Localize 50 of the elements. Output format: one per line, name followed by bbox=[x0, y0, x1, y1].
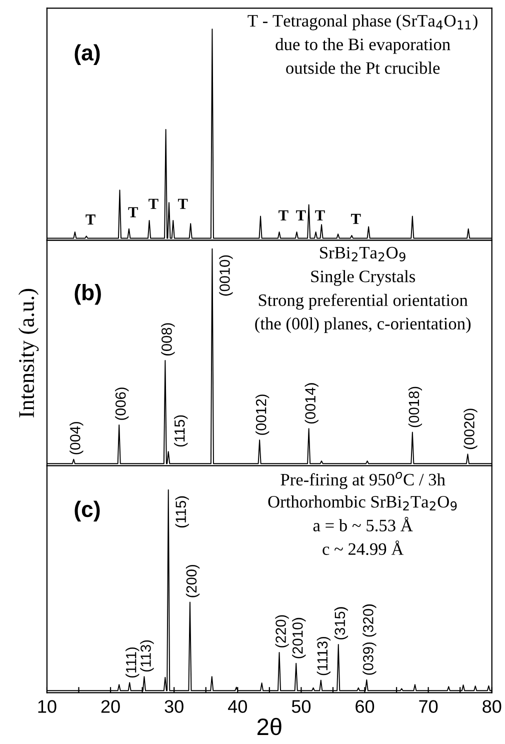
annotation: (2010) bbox=[292, 618, 306, 658]
x-tick-label: 50 bbox=[292, 700, 311, 713]
annotation: (115) bbox=[175, 496, 189, 528]
y-axis-title: Intensity (a.u.) bbox=[18, 288, 39, 418]
annotation: (b) bbox=[74, 284, 101, 305]
annotation: due to the Bi evaporation bbox=[276, 38, 450, 54]
annotation: (0018) bbox=[408, 386, 422, 428]
x-tick-label: 30 bbox=[164, 700, 184, 713]
annotation: T bbox=[128, 207, 138, 218]
annotation: (c) bbox=[74, 500, 100, 522]
x-tick-label: 70 bbox=[419, 700, 438, 713]
annotation: a = b ~ 5.53 Å bbox=[313, 516, 413, 532]
x-tick-label: 40 bbox=[228, 700, 247, 713]
annotation: Single Crystals bbox=[311, 270, 416, 286]
annotation: T bbox=[315, 210, 325, 220]
annotation: T bbox=[178, 198, 188, 209]
annotation: (113) bbox=[140, 640, 154, 672]
annotation: T bbox=[148, 198, 158, 209]
annotation: c ~ 24.99 Å bbox=[322, 540, 404, 556]
annotation: (0012) bbox=[256, 394, 270, 435]
x-tick-label: 10 bbox=[38, 700, 56, 713]
annotation: (315) bbox=[334, 607, 348, 640]
x-axis-title: 2θ bbox=[257, 718, 282, 736]
annotation: T bbox=[278, 210, 288, 220]
x-tick-label: 20 bbox=[101, 700, 120, 713]
annotation: (220) bbox=[275, 615, 289, 648]
annotation: (006) bbox=[115, 388, 129, 420]
annotation: (039) (320) bbox=[362, 604, 376, 675]
annotation: outside the Pt crucible bbox=[286, 62, 440, 74]
annotation: (004) bbox=[70, 422, 84, 454]
annotation: (the (00l) planes, c-orientation) bbox=[255, 317, 471, 334]
annotation: Orthorhombic SrBi$_{2}$Ta$_{2}$O$_{9}$ bbox=[268, 495, 457, 510]
annotation: (0010) bbox=[219, 255, 233, 296]
text: Pre-firing at 950$^{o}$C / 3h bbox=[280, 472, 446, 490]
annotation: (1113) bbox=[316, 636, 330, 676]
annotation: T bbox=[296, 210, 306, 220]
annotation: T bbox=[86, 214, 96, 225]
x-tick-label: 80 bbox=[482, 700, 502, 713]
annotation: (0014) bbox=[304, 383, 318, 424]
annotation: (a) bbox=[74, 44, 100, 65]
annotation: (200) bbox=[186, 564, 200, 598]
annotation: T bbox=[351, 214, 361, 224]
annotation: Strong preferential orientation bbox=[258, 294, 468, 310]
annotation: (115) bbox=[174, 415, 188, 447]
annotation: SrBi$_{2}$Ta$_{2}$O$_{9}$ bbox=[320, 246, 406, 262]
annotation: (111) bbox=[126, 647, 140, 678]
x-tick-label: 60 bbox=[356, 700, 374, 713]
annotation: T - Tetragonal phase (SrTa$_{4}$O$_{11}$) bbox=[248, 14, 478, 30]
annotation: (008) bbox=[161, 323, 175, 356]
annotation: (0020) bbox=[464, 408, 478, 450]
